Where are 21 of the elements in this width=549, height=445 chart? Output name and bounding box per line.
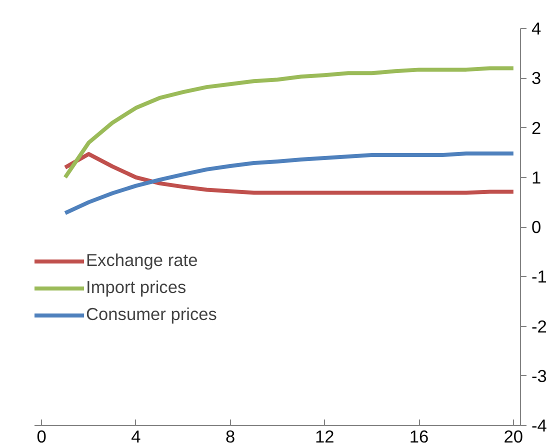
legend-label: Import prices — [86, 277, 186, 298]
y-tick-label: 2 — [532, 118, 542, 138]
x-tick-label: 20 — [504, 426, 524, 445]
y-tick-label: -1 — [532, 266, 547, 287]
x-tick-label: 16 — [409, 426, 429, 445]
line-series — [63, 152, 516, 195]
line-series — [63, 66, 516, 180]
legend-label: Exchange rate — [86, 250, 198, 271]
x-tick-label: 8 — [225, 426, 236, 445]
y-tick-label: 3 — [532, 68, 542, 88]
x-tick-label: 12 — [315, 426, 334, 445]
y-tick-label: -2 — [532, 316, 547, 336]
y-tick-label: -4 — [532, 416, 548, 436]
y-tick-label: 0 — [532, 217, 542, 237]
line-series — [63, 152, 516, 216]
x-tick-label: 4 — [131, 426, 142, 445]
y-tick-label: 1 — [532, 167, 542, 188]
y-tick-label: 4 — [532, 18, 542, 38]
legend-label: Consumer prices — [86, 304, 217, 325]
y-tick-label: -3 — [532, 366, 547, 386]
x-tick-label: 0 — [36, 426, 46, 445]
